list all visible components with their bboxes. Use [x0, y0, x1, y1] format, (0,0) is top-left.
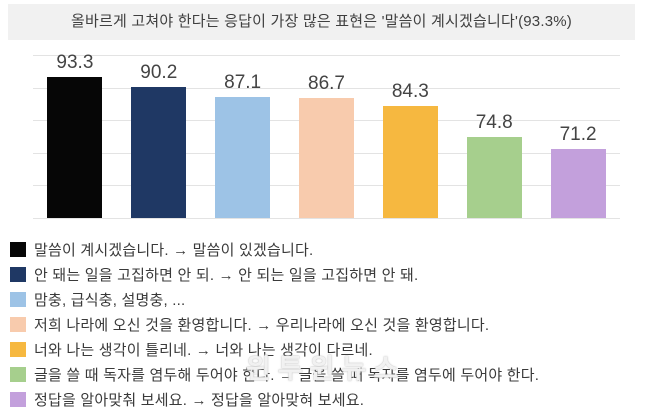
legend-label: 정답을 알아맞춰 보세요. → 정답을 알아맞혀 보세요. [34, 392, 365, 409]
legend-swatch-icon [10, 367, 26, 382]
legend-swatch-icon [10, 342, 26, 357]
legend-item-6: 글을 쓸 때 독자를 염두해 두어야 한다. → 글을 쓸 때 독자를 염두에 … [10, 362, 650, 387]
legend-label: 너와 나는 생각이 틀리네. → 너와 나는 생각이 다르네. [34, 342, 373, 359]
chart-title: 올바르게 고쳐야 한다는 응답이 가장 많은 표현은 '말씀이 계시겠습니다'(… [8, 4, 635, 40]
legend-swatch-icon [10, 292, 26, 307]
bar-1 [47, 76, 103, 218]
legend-item-1: 말씀이 계시겠습니다. → 말씀이 있겠습니다. [10, 237, 650, 262]
bar-value-label-3: 87.1 [224, 72, 262, 94]
legend-swatch-icon [10, 242, 26, 257]
legend-label: 맘충, 급식충, 설명충, ... [34, 292, 186, 309]
gridline-90 [33, 87, 620, 89]
legend-item-7: 정답을 알아맞춰 보세요. → 정답을 알아맞혀 보세요. [10, 387, 650, 410]
bar-value-label-2: 90.2 [140, 61, 178, 83]
chart-legend: 말씀이 계시겠습니다. → 말씀이 있겠습니다. 안 돼는 일을 고집하면 안 되… [10, 237, 650, 410]
legend-swatch-icon [10, 317, 26, 332]
legend-swatch-icon [10, 267, 26, 282]
bar-7 [550, 148, 606, 218]
legend-label: 안 돼는 일을 고집하면 안 되. → 안 되는 일을 고집하면 안 돼. [34, 267, 419, 284]
legend-label: 저희 나라에 오신 것을 환영합니다. → 우리나라에 오신 것을 환영합니다. [34, 317, 490, 334]
bar-4 [299, 98, 354, 218]
legend-item-4: 저희 나라에 오신 것을 환영합니다. → 우리나라에 오신 것을 환영합니다. [10, 312, 650, 337]
legend-swatch-icon [10, 392, 26, 407]
legend-item-5: 너와 나는 생각이 틀리네. → 너와 나는 생각이 다르네. [10, 337, 650, 362]
bar-value-label-1: 93.3 [56, 51, 94, 73]
bar-value-label-7: 71.2 [559, 123, 597, 145]
gridline-100 [33, 55, 620, 56]
gridline-50 [33, 218, 620, 219]
bar-value-label-5: 84.3 [391, 81, 429, 103]
legend-item-2: 안 돼는 일을 고집하면 안 되. → 안 되는 일을 고집하면 안 돼. [10, 262, 650, 287]
bar-value-label-4: 86.7 [308, 73, 345, 95]
bar-6 [466, 137, 522, 218]
bar-3 [215, 97, 271, 218]
bar-value-label-6: 74.8 [475, 112, 513, 134]
legend-label: 말씀이 계시겠습니다. → 말씀이 있겠습니다. [34, 242, 314, 259]
legend-item-3: 맘충, 급식충, 설명충, ... [10, 287, 650, 312]
bar-2 [131, 86, 187, 218]
bar-5 [382, 106, 438, 218]
legend-label: 글을 쓸 때 독자를 염두해 두어야 한다. → 글을 쓸 때 독자를 염두에 … [34, 367, 540, 384]
